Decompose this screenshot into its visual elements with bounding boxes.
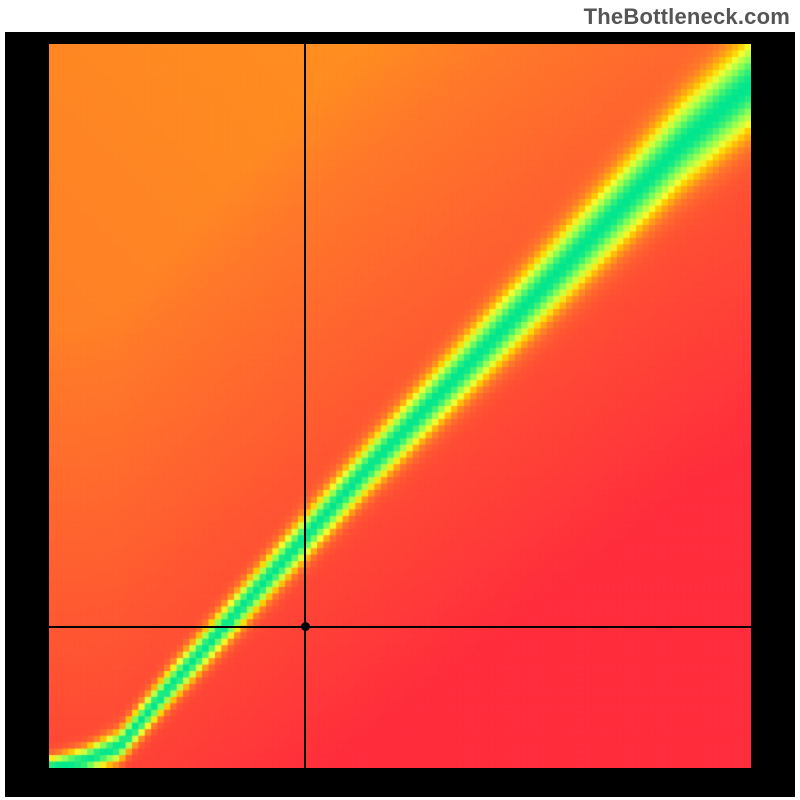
watermark-text: TheBottleneck.com bbox=[584, 4, 790, 30]
crosshair-marker-dot bbox=[301, 622, 310, 631]
crosshair-vertical-line bbox=[304, 44, 306, 768]
crosshair-horizontal-line bbox=[49, 626, 751, 628]
figure-root: TheBottleneck.com bbox=[0, 0, 800, 800]
heatmap-canvas bbox=[49, 44, 751, 768]
